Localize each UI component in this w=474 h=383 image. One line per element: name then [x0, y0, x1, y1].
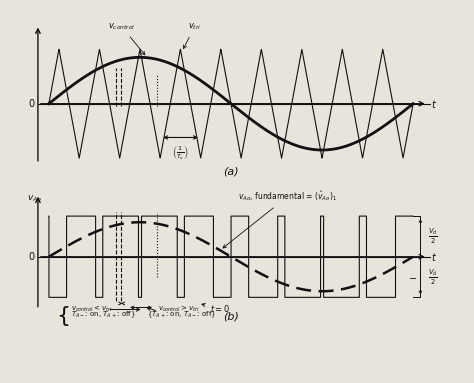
- Text: $v_{control} > v_{tri}$: $v_{control} > v_{tri}$: [158, 303, 200, 314]
- Text: $\left(\frac{1}{T_s}\right)$: $\left(\frac{1}{T_s}\right)$: [172, 144, 189, 162]
- Text: 0: 0: [28, 252, 34, 262]
- Text: $v_{Ao}$: $v_{Ao}$: [27, 194, 42, 204]
- Text: $T_{A-}$: on, $T_{A+}$: off$\}$: $T_{A-}$: on, $T_{A+}$: off$\}$: [71, 309, 136, 320]
- Text: $t$: $t$: [431, 98, 438, 110]
- Text: $\{T_{A+}$: on, $T_{A-}$: off$\}$: $\{T_{A+}$: on, $T_{A-}$: off$\}$: [147, 309, 217, 320]
- Text: $t$: $t$: [431, 251, 438, 263]
- Text: $-$: $-$: [408, 272, 417, 282]
- Text: $\{$: $\{$: [56, 304, 70, 327]
- Text: (a): (a): [223, 167, 239, 177]
- Text: $v_{control}$: $v_{control}$: [108, 21, 145, 55]
- Text: $\frac{V_d}{2}$: $\frac{V_d}{2}$: [428, 227, 438, 246]
- Text: (b): (b): [223, 312, 239, 322]
- Text: $t = 0$: $t = 0$: [202, 303, 230, 314]
- Text: 0: 0: [28, 99, 34, 109]
- Text: $v_{Ao}$, fundamental = $(\hat{v}_{Ao})_1$: $v_{Ao}$, fundamental = $(\hat{v}_{Ao})_…: [223, 190, 337, 248]
- Text: $v_{tri}$: $v_{tri}$: [183, 21, 201, 49]
- Text: $v_{control} < v_{tri}$: $v_{control} < v_{tri}$: [71, 303, 112, 314]
- Text: $\frac{V_d}{2}$: $\frac{V_d}{2}$: [428, 267, 438, 287]
